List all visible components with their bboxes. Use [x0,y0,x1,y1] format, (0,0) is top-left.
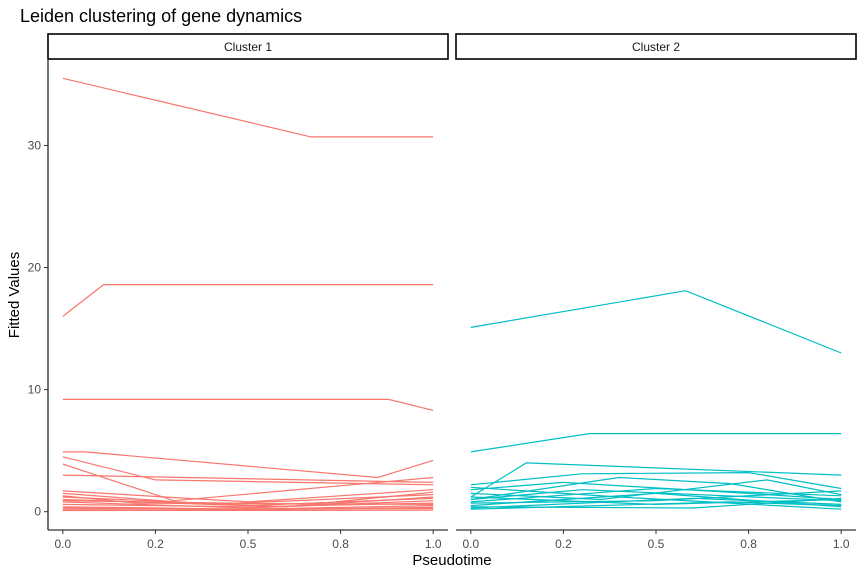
y-tick-label: 0 [34,505,41,519]
series-line-1-16 [62,508,434,510]
x-tick-label: 0.8 [332,537,349,551]
strip-cluster-1 [47,33,449,60]
panel-cluster-2: Cluster 2 0.0 0.2 0.5 0.8 1.0 [455,33,857,551]
chart-title: Leiden clustering of gene dynamics [20,6,302,26]
y-ticks: 0 10 20 30 [28,138,48,519]
panel-cluster-1: Cluster 1 0.0 0.2 0.5 0.8 1.0 0 10 20 30 [28,33,449,551]
series-line-1-4 [62,451,434,479]
series-line-1-12 [62,500,434,509]
series-line-1-3 [62,398,434,411]
x-ticks-cluster-2: 0.0 0.2 0.5 0.8 1.0 [462,530,850,551]
series-line-1-8 [62,489,434,503]
y-tick-label: 10 [28,383,42,397]
series-line-2-8 [470,479,842,501]
series-line-2-15 [470,489,842,502]
y-tick-label: 30 [28,138,42,152]
series-group-cluster-2 [470,290,842,510]
series-line-1-7 [62,474,434,483]
series-line-1-2 [62,284,434,317]
series-group-cluster-1 [62,77,434,512]
strip-label-cluster-2: Cluster 2 [632,40,680,54]
x-tick-label: 0.2 [147,537,164,551]
series-line-1-5 [62,456,434,486]
x-ticks-cluster-1: 0.0 0.2 0.5 0.8 1.0 [54,530,442,551]
series-line-2-4 [470,471,842,490]
series-line-2-2 [470,433,842,453]
series-line-1-19 [62,495,434,505]
x-tick-label: 0.2 [555,537,572,551]
series-line-2-7 [470,487,842,503]
series-line-1-1 [62,77,434,138]
series-line-2-3 [470,462,842,498]
series-line-2-1 [470,290,842,354]
series-line-2-5 [470,476,842,503]
x-tick-label: 0.5 [240,537,257,551]
y-axis-title: Fitted Values [6,252,23,338]
strip-cluster-2 [455,33,857,60]
x-tick-label: 1.0 [425,537,442,551]
y-tick-label: 20 [28,261,42,275]
series-line-2-12 [470,486,842,510]
x-tick-label: 1.0 [833,537,850,551]
x-tick-label: 0.0 [54,537,71,551]
x-tick-label: 0.8 [740,537,757,551]
series-line-2-16 [470,497,842,509]
x-tick-label: 0.0 [462,537,479,551]
series-line-1-6 [62,463,434,502]
x-tick-label: 0.5 [648,537,665,551]
series-line-2-13 [470,490,842,504]
strip-label-cluster-1: Cluster 1 [224,40,272,54]
x-axis-title: Pseudotime [412,552,491,569]
